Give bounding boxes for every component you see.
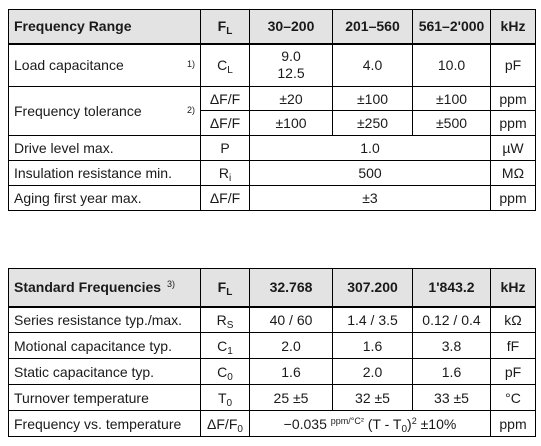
- header-col-3: 1'843.2: [412, 268, 491, 308]
- row-symbol: ΔF/F: [200, 110, 250, 136]
- table-row: Load capacitance 1) CL 9.0 12.5 4.0 10.0 p…: [8, 43, 536, 87]
- row-symbol: ΔF/F0: [200, 410, 250, 437]
- row-symbol: ΔF/F: [200, 185, 250, 211]
- row-value-1: 40 / 60: [249, 306, 333, 333]
- row-label: Motional capacitance typ.: [8, 332, 201, 359]
- table-row: Insulation resistance min. Ri 500 MΩ: [8, 160, 536, 186]
- header-col-2: 201–560: [332, 9, 413, 45]
- row-value-2: 4.0: [332, 43, 413, 87]
- row-value-1: 2.0: [249, 332, 333, 359]
- row-value-1: ±100: [249, 110, 333, 136]
- row-symbol: P: [200, 135, 250, 161]
- row-label: Aging first year max.: [8, 185, 201, 211]
- row-label: Static capacitance typ.: [8, 358, 201, 385]
- row-value-3: ±500: [412, 110, 491, 136]
- row-unit: fF: [490, 332, 536, 359]
- table-row: Motional capacitance typ. C1 2.0 1.6 3.8…: [8, 332, 536, 359]
- row-symbol: CL: [200, 43, 250, 87]
- row-value-1: ±20: [249, 86, 333, 111]
- standard-frequencies-table: Standard Frequencies 3) FL 32.768 307.200…: [8, 268, 536, 437]
- row-symbol: RS: [200, 306, 250, 333]
- header-label: Frequency Range: [8, 9, 201, 45]
- row-value: 1.0: [249, 135, 491, 161]
- footnote-marker: 1): [186, 59, 195, 70]
- row-symbol: C1: [200, 332, 250, 359]
- row-label: Frequency tolerance 2): [8, 86, 201, 136]
- header-col-3: 561–2'000: [412, 9, 491, 45]
- header-symbol: FL: [200, 9, 250, 45]
- row-value-3: 10.0: [412, 43, 491, 87]
- table-row: Frequency vs. temperature ΔF/F0 −0.035 p…: [8, 410, 536, 437]
- row-label: Turnover temperature: [8, 384, 201, 411]
- row-unit: ppm: [490, 86, 536, 111]
- footnote-marker: 3): [167, 279, 176, 290]
- row-value-2: 1.6: [332, 332, 413, 359]
- row-value-1: 1.6: [249, 358, 333, 385]
- row-label: Insulation resistance min.: [8, 160, 201, 186]
- table-row: Frequency tolerance 2) ΔF/F ±20 ±100 ±100…: [8, 86, 536, 136]
- row-value: 500: [249, 160, 491, 186]
- row-unit: °C: [490, 384, 536, 411]
- row-label: Series resistance typ./max.: [8, 306, 201, 333]
- row-value-2: ±100: [332, 86, 413, 111]
- row-symbol: ΔF/F: [200, 86, 250, 111]
- header-label: Standard Frequencies 3): [8, 268, 201, 308]
- row-unit: MΩ: [490, 160, 536, 186]
- row-value-3: 33 ±5: [412, 384, 491, 411]
- row-label: Frequency vs. temperature: [8, 410, 201, 437]
- row-label: Drive level max.: [8, 135, 201, 161]
- row-value-1: 25 ±5: [249, 384, 333, 411]
- row-unit: ppm: [490, 110, 536, 136]
- temperature-formula: −0.035 ppm/°C² (T - T0)2 ±10%: [249, 410, 491, 437]
- frequency-range-table: Frequency Range FL 30–200 201–560 561–2'…: [8, 9, 536, 211]
- row-value-3: 0.12 / 0.4: [412, 306, 491, 333]
- row-value-2: 1.4 / 3.5: [332, 306, 413, 333]
- table-row: Series resistance typ./max. RS 40 / 60 1…: [8, 306, 536, 333]
- header-col-1: 30–200: [249, 9, 333, 45]
- row-value-2: 2.0: [332, 358, 413, 385]
- row-value-2: ±250: [332, 110, 413, 136]
- row-unit: kΩ: [490, 306, 536, 333]
- table-row: ΔF/F ±100 ±250 ±500 ppm: [9, 110, 536, 136]
- row-unit: ppm: [490, 185, 536, 211]
- row-value-1: 9.0 12.5: [249, 43, 333, 87]
- header-symbol: FL: [200, 268, 250, 308]
- row-value: ±3: [249, 185, 491, 211]
- row-label: Load capacitance 1): [8, 43, 201, 87]
- table-header-row: Standard Frequencies 3) FL 32.768 307.200…: [8, 268, 536, 308]
- row-value-3: ±100: [412, 86, 491, 111]
- row-symbol: Ri: [200, 160, 250, 186]
- header-col-2: 307.200: [332, 268, 413, 308]
- row-symbol: C0: [200, 358, 250, 385]
- row-symbol: T0: [200, 384, 250, 411]
- row-unit: µW: [490, 135, 536, 161]
- table-row: Turnover temperature T0 25 ±5 32 ±5 33 ±…: [8, 384, 536, 411]
- table-row: Static capacitance typ. C0 1.6 2.0 1.6 p…: [8, 358, 536, 385]
- row-unit: pF: [490, 358, 536, 385]
- row-unit: pF: [490, 43, 536, 87]
- table-row: Aging first year max. ΔF/F ±3 ppm: [8, 185, 536, 211]
- table-row: Drive level max. P 1.0 µW: [8, 135, 536, 161]
- row-unit: ppm: [490, 410, 536, 437]
- row-value-2: 32 ±5: [332, 384, 413, 411]
- header-unit: kHz: [490, 9, 536, 45]
- header-unit: kHz: [490, 268, 536, 308]
- header-col-1: 32.768: [249, 268, 333, 308]
- footnote-marker: 2): [186, 105, 195, 116]
- table-header-row: Frequency Range FL 30–200 201–560 561–2'…: [8, 9, 536, 45]
- row-value-3: 3.8: [412, 332, 491, 359]
- row-value-3: 1.6: [412, 358, 491, 385]
